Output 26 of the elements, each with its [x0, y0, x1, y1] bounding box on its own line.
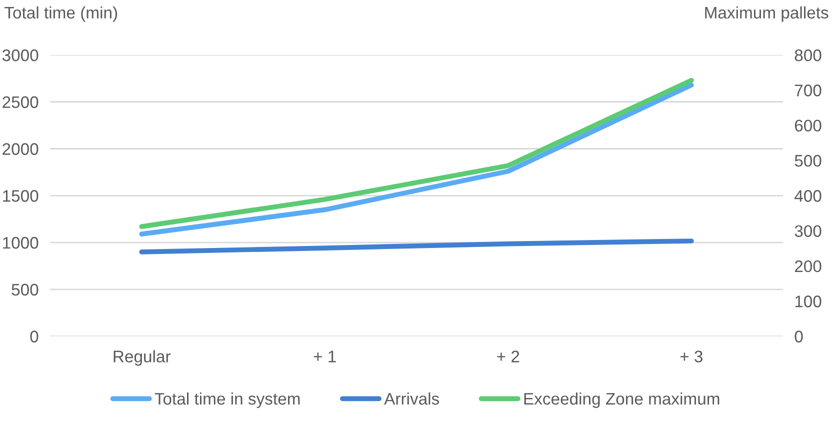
x-tick-label: + 2: [497, 350, 520, 362]
y2-tick-label: 600: [794, 120, 822, 132]
line-series: [139, 238, 694, 254]
y2-tick-label: 500: [794, 154, 822, 167]
y2-tick-label: 300: [794, 225, 822, 238]
y2-tick-label: 700: [794, 84, 822, 96]
legend-label: Exceeding Zone maximum: [524, 392, 720, 408]
y-axis-title: Total time (min): [4, 6, 118, 22]
y2-tick-label: 200: [794, 260, 822, 272]
legend-label: Arrivals: [384, 392, 440, 405]
y-tick-label: 1000: [3, 236, 38, 249]
x-tick-label: Regular: [114, 350, 171, 366]
y2-tick-label: 400: [794, 190, 822, 202]
y2-tick-label: 800: [794, 49, 822, 62]
legend-label: Total time in system: [154, 392, 300, 408]
y-tick-label: 500: [12, 284, 38, 296]
x-tick-label: + 1: [314, 350, 336, 362]
y-tick-label: 1500: [3, 190, 38, 202]
y-tick-label: 2500: [2, 96, 38, 108]
x-tick-label: + 3: [680, 350, 702, 362]
y2-tick-label: 100: [795, 296, 822, 308]
y-tick-label: 3000: [2, 49, 38, 62]
y2-tick-label: 0: [794, 330, 803, 342]
y-tick-label: 2000: [2, 143, 38, 155]
y2-axis-title: Maximum pallets: [705, 6, 828, 22]
y-tick-label: 0: [30, 330, 38, 342]
